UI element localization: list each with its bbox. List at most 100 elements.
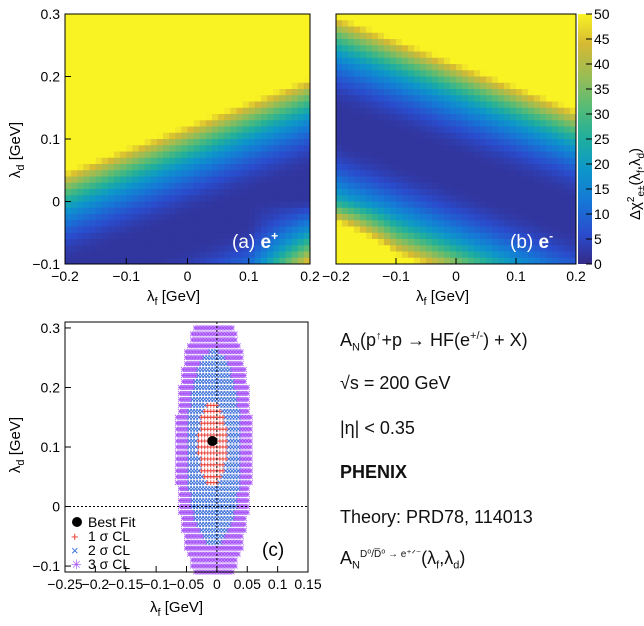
heatmap-cell — [552, 14, 559, 21]
heatmap-cell — [163, 64, 170, 71]
heatmap-cell — [193, 51, 201, 59]
heatmap-cell — [510, 45, 517, 52]
heatmap-cell — [366, 195, 373, 202]
heatmap-cell — [150, 257, 158, 265]
cl-3sigma-point — [177, 450, 184, 456]
heatmap-cell — [187, 182, 195, 190]
heatmap-cell — [528, 107, 535, 115]
heatmap-cell — [107, 245, 115, 252]
heatmap-cell — [205, 101, 213, 109]
heatmap-cell — [114, 89, 121, 96]
heatmap-cell — [570, 14, 577, 21]
heatmap-cell — [101, 120, 109, 127]
heatmap-cell — [144, 151, 152, 159]
heatmap-cell — [480, 251, 487, 259]
cl-3sigma-point — [232, 563, 238, 569]
heatmap-cell — [492, 145, 499, 152]
heatmap-cell — [438, 220, 445, 227]
heatmap-cell — [303, 45, 311, 52]
heatmap-cell — [181, 176, 189, 184]
heatmap-cell — [402, 182, 409, 190]
heatmap-cell — [456, 220, 463, 227]
heatmap-cell — [456, 57, 463, 65]
heatmap-cell — [261, 207, 268, 215]
heatmap-cell — [504, 232, 511, 240]
heatmap-cell — [522, 114, 529, 121]
heatmap-cell — [402, 239, 409, 246]
heatmap-cell — [372, 220, 379, 227]
heatmap-cell — [408, 226, 415, 234]
heatmap-cell — [205, 70, 213, 77]
heatmap-cell — [426, 139, 433, 146]
cl-3sigma-point — [180, 485, 187, 492]
heatmap-cell — [360, 220, 367, 227]
cl-3sigma-point — [244, 438, 250, 444]
heatmap-cell — [360, 189, 367, 196]
heatmap-cell — [336, 39, 343, 46]
heatmap-cell — [390, 157, 397, 165]
heatmap-cell — [414, 214, 421, 221]
heatmap-cell — [390, 95, 397, 102]
heatmap-cell — [101, 182, 109, 190]
heatmap-cell — [224, 51, 231, 59]
heatmap-cell — [450, 82, 457, 90]
heatmap-cell — [285, 20, 293, 27]
heatmap-cell — [462, 70, 469, 77]
heatmap-cell — [354, 257, 361, 265]
heatmap-cell — [528, 14, 535, 21]
cl-3sigma-point — [235, 533, 241, 539]
heatmap-cell — [285, 51, 293, 59]
heatmap-cell — [378, 170, 385, 177]
cl-2sigma-point — [195, 462, 202, 468]
heatmap-cell — [175, 120, 182, 127]
heatmap-cell — [426, 57, 433, 65]
cl-3sigma-point — [192, 349, 199, 355]
heatmap-cell — [378, 107, 385, 115]
cl-3sigma-point — [180, 527, 187, 534]
heatmap-cell — [279, 76, 287, 84]
heatmap-cell — [83, 114, 91, 121]
cl-3sigma-point — [189, 527, 196, 534]
heatmap-cell — [193, 32, 201, 40]
heatmap-cell — [212, 95, 219, 102]
heatmap-cell — [187, 89, 195, 96]
cl-3sigma-point — [232, 355, 238, 361]
heatmap-cell — [552, 51, 559, 59]
heatmap-cell — [242, 45, 250, 52]
heatmap-cell — [230, 76, 238, 84]
heatmap-cell — [426, 132, 433, 140]
cl-3sigma-point — [199, 355, 205, 361]
heatmap-cell — [498, 107, 505, 115]
heatmap-cell — [498, 70, 505, 77]
heatmap-cell — [297, 101, 305, 109]
heatmap-cell — [456, 45, 463, 52]
panel-a-label: (a) e+ — [232, 229, 278, 253]
heatmap-cell — [65, 95, 72, 102]
heatmap-cell — [95, 145, 103, 152]
heatmap-cell — [169, 89, 176, 96]
heatmap-cell — [156, 245, 164, 252]
heatmap-cell — [83, 89, 91, 96]
heatmap-cell — [212, 239, 219, 246]
heatmap-cell — [218, 251, 225, 259]
heatmap-cell — [138, 45, 146, 52]
heatmap-cell — [528, 101, 535, 109]
heatmap-cell — [114, 76, 121, 84]
heatmap-cell — [516, 220, 523, 227]
cl-3sigma-point — [174, 450, 181, 456]
cl-3sigma-point — [205, 349, 211, 355]
heatmap-cell — [402, 20, 409, 27]
heatmap-cell — [378, 132, 385, 140]
cl-3sigma-point — [235, 343, 241, 349]
heatmap-cell — [462, 95, 469, 102]
heatmap-cell — [230, 226, 238, 234]
heatmap-cell — [468, 107, 475, 115]
heatmap-cell — [390, 45, 397, 52]
heatmap-cell — [212, 251, 219, 259]
heatmap-cell — [354, 139, 361, 146]
heatmap-cell — [230, 182, 238, 190]
heatmap-cell — [408, 170, 415, 177]
heatmap-cell — [498, 126, 505, 134]
heatmap-cell — [254, 107, 262, 115]
cl-3sigma-point — [211, 331, 217, 337]
